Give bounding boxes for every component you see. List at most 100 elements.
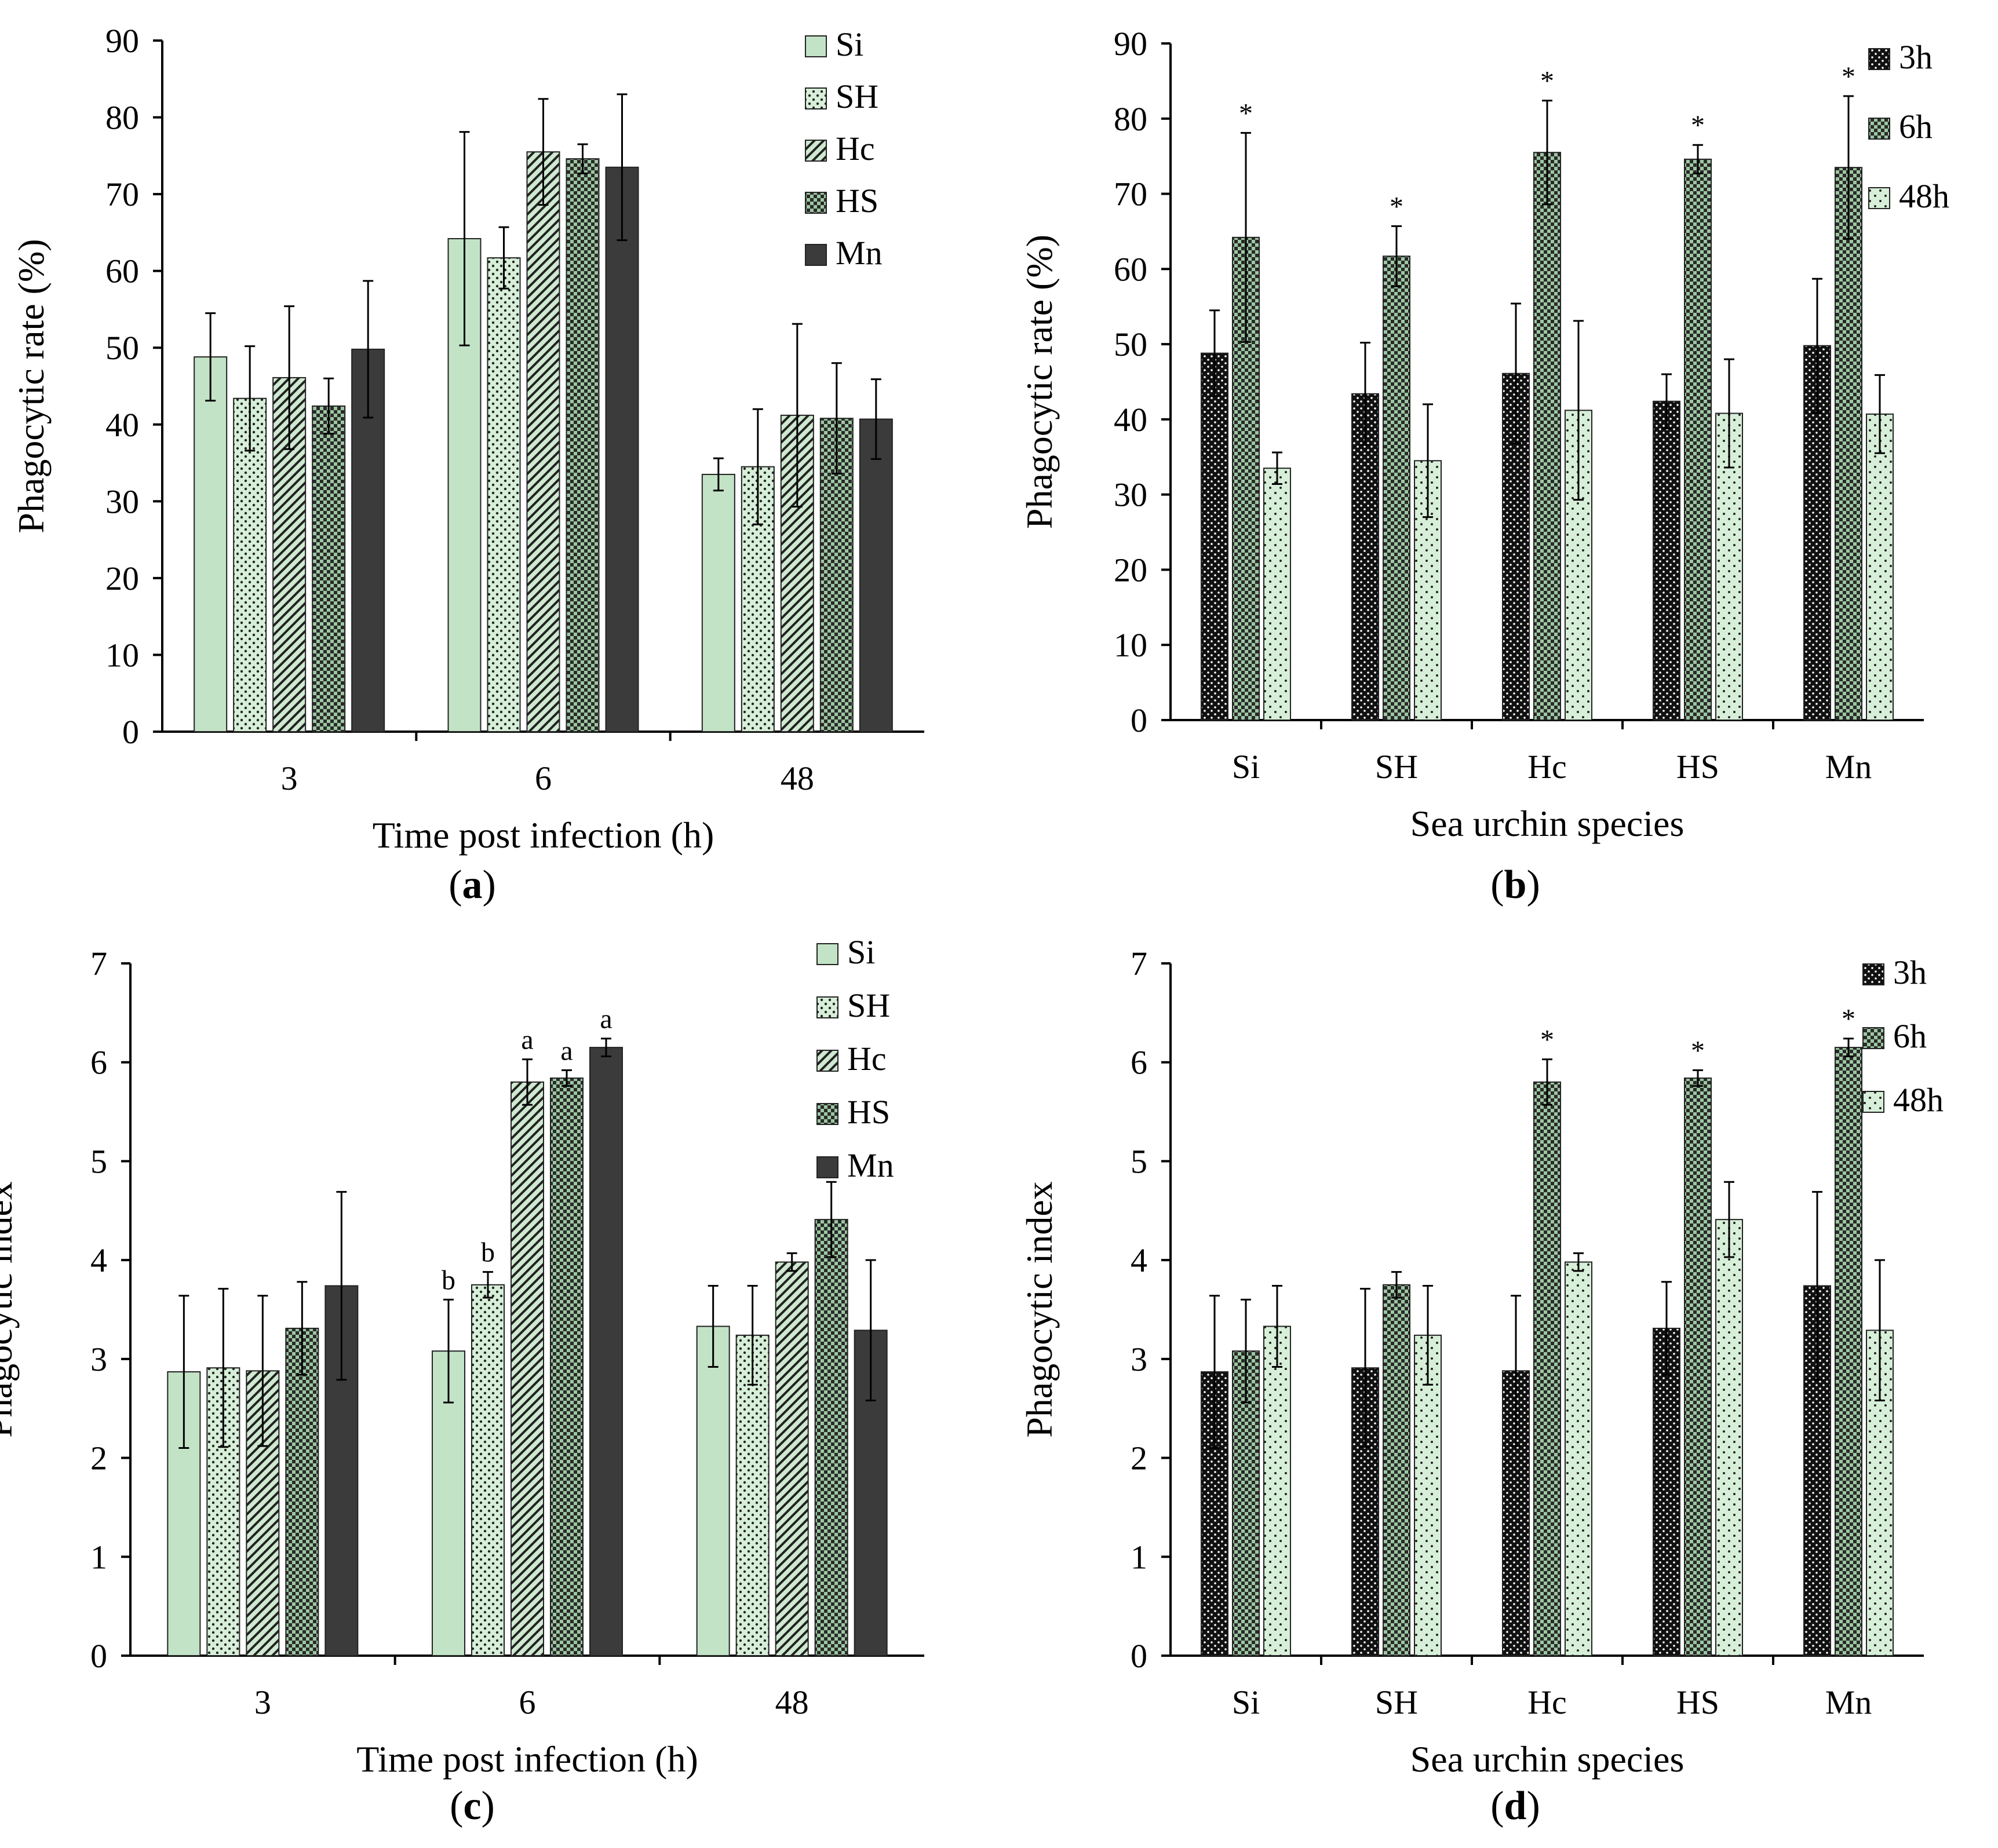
y-tick-label: 90	[1114, 25, 1147, 63]
significance-label: a	[600, 1004, 612, 1035]
legend-label-48h: 48h	[1893, 1081, 1944, 1119]
y-tick-label: 7	[1131, 945, 1147, 983]
bar-6h-Mn	[1835, 167, 1862, 721]
bar-SH-3	[233, 397, 267, 732]
bar-48h-Si	[1263, 1325, 1291, 1657]
legend-swatch-48h	[1868, 187, 1890, 209]
y-tick-label: 6	[1131, 1044, 1147, 1082]
y-tick-label: 1	[1131, 1538, 1147, 1576]
panel-a-phagocytic-rate-by-time: 0 10 20 30 40 50 60 70 80 90 Phagocytic rate (%) 3 6…	[10, 22, 924, 856]
y-axis-title: Phagocytic rate (%)	[1019, 235, 1060, 529]
legend-swatch-Hc	[816, 1050, 838, 1072]
significance-label: *	[1540, 1025, 1554, 1056]
legend-swatch-SH	[805, 87, 827, 109]
y-tick-label: 40	[1114, 401, 1147, 439]
x-axis-title: Sea urchin species	[1410, 803, 1685, 844]
panel-b-phagocytic-rate-by-species: 0 10 20 30 40 50 60 70 80 90 Phagocytic rate (%) Si…	[1019, 25, 1949, 844]
y-tick-label: 2	[90, 1440, 107, 1477]
x-axis-title: Sea urchin species	[1410, 1739, 1685, 1780]
y-tick-label: 0	[122, 713, 139, 751]
bar-HS-3	[285, 1327, 319, 1657]
bar-3h-HS	[1653, 400, 1680, 721]
significance-label: a	[521, 1025, 533, 1056]
y-axis-title: Phagocytic index	[1019, 1181, 1060, 1438]
bar-Hc-6	[526, 151, 560, 732]
y-tick-label: 60	[105, 253, 139, 290]
bar-3h-Mn	[1803, 1285, 1831, 1656]
panel-d-phagocytic-index-by-species: 0 1 2 3 4 5 6 7 Phagocytic index Si SH Hc * HS * Mn * Sea…	[1019, 945, 1944, 1780]
bar-6h-Hc	[1533, 152, 1561, 721]
x-tick-label: 6	[535, 759, 552, 797]
y-tick-label: 40	[105, 406, 139, 444]
x-tick-label: Si	[1232, 748, 1260, 786]
legend-label-SH: SH	[847, 987, 890, 1024]
legend-swatch-48h	[1862, 1091, 1884, 1113]
bar-6h-SH	[1383, 255, 1410, 721]
bar-48h-Hc	[1565, 1261, 1592, 1656]
legend-label-48h: 48h	[1899, 177, 1949, 215]
bar-HS-48	[814, 1219, 848, 1656]
legend-label-SH: SH	[836, 78, 878, 115]
bar-Hc-48	[775, 1261, 809, 1656]
legend-swatch-3h	[1868, 48, 1890, 70]
x-tick-label: 48	[775, 1683, 809, 1721]
legend-swatch-Mn	[816, 1156, 838, 1178]
x-tick-label: 3	[281, 759, 298, 797]
bar-6h-HS	[1684, 158, 1712, 721]
bar-Si-48	[701, 473, 735, 732]
panel-label-a: (a)	[449, 863, 496, 907]
panel-label-c: (c)	[450, 1784, 495, 1828]
legend-swatch-Hc	[805, 140, 827, 162]
legend-label-6h: 6h	[1899, 108, 1933, 145]
y-axis-title: Phagocytic rate (%)	[10, 239, 52, 533]
significance-label: b	[481, 1237, 495, 1268]
y-tick-label: 60	[1114, 250, 1147, 288]
legend-swatch-HS	[816, 1103, 838, 1125]
y-tick-label: 1	[90, 1538, 107, 1576]
bar-3h-Si	[1201, 352, 1228, 721]
panel-label-d: (d)	[1490, 1784, 1540, 1828]
y-tick-label: 50	[1114, 326, 1147, 363]
bar-Si-3	[194, 356, 228, 732]
bar-48h-Mn	[1866, 413, 1894, 721]
bar-48h-SH	[1414, 1334, 1442, 1656]
legend-swatch-3h	[1862, 963, 1884, 985]
x-tick-label: Hc	[1527, 748, 1567, 786]
x-tick-label: HS	[1676, 748, 1719, 786]
y-tick-label: 10	[1114, 626, 1147, 664]
y-tick-label: 4	[1131, 1241, 1147, 1279]
x-axis-title: Time post infection (h)	[373, 815, 714, 856]
y-tick-label: 5	[1131, 1142, 1147, 1180]
significance-label: a	[560, 1035, 573, 1066]
bar-6h-Mn	[1835, 1047, 1862, 1656]
legend-swatch-6h	[1868, 118, 1890, 140]
bar-6h-SH	[1383, 1284, 1410, 1657]
y-tick-label: 0	[1131, 1637, 1147, 1675]
bar-6h-Si	[1232, 236, 1260, 721]
y-tick-label: 80	[105, 99, 139, 137]
bar-HS-6	[566, 158, 600, 732]
legend-label-Hc: Hc	[836, 130, 875, 167]
significance-label: *	[1842, 61, 1855, 92]
significance-label: *	[1691, 110, 1705, 141]
legend-label-6h: 6h	[1893, 1017, 1927, 1055]
bar-Mn-6	[589, 1047, 623, 1656]
legend-label-Mn: Mn	[836, 234, 883, 272]
bar-HS-3	[312, 405, 346, 732]
y-tick-label: 70	[1114, 176, 1147, 213]
legend-swatch-SH	[816, 996, 838, 1018]
legend-swatch-Si	[805, 35, 827, 57]
x-tick-label: Hc	[1527, 1683, 1567, 1721]
y-tick-label: 90	[105, 22, 139, 60]
legend-label-Hc: Hc	[847, 1040, 887, 1078]
bar-Mn-48	[859, 418, 893, 732]
y-tick-label: 0	[90, 1637, 107, 1675]
x-tick-label: Si	[1232, 1683, 1260, 1721]
bar-Mn-6	[605, 166, 639, 732]
x-tick-label: 3	[254, 1683, 271, 1721]
bar-6h-Hc	[1533, 1081, 1561, 1657]
significance-label: *	[1691, 1035, 1705, 1066]
bar-Si-48	[696, 1325, 730, 1657]
legend-label-Si: Si	[847, 933, 875, 971]
y-tick-label: 30	[105, 483, 139, 520]
